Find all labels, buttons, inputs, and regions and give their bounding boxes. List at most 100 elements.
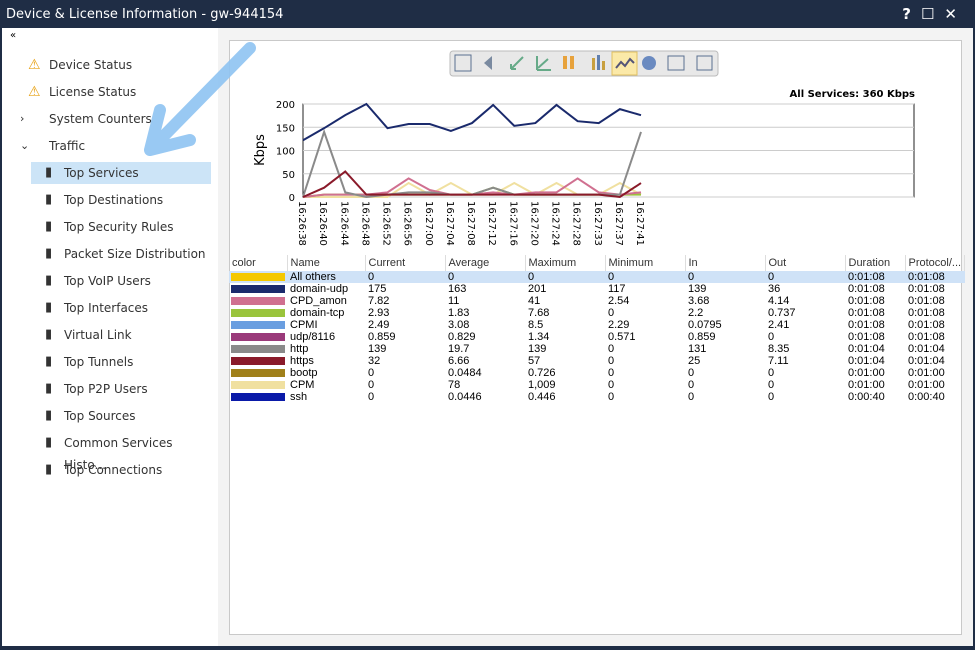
table-cell: 0:01:08 <box>848 283 885 295</box>
table-cell: 36 <box>768 283 781 295</box>
nav-item[interactable]: ▮ Packet Size Distribution <box>31 243 211 265</box>
table-row[interactable]: All others 0 0 0 0 0 0 0:01:08 0:01:08 <box>229 271 965 283</box>
table-cell: https <box>290 355 314 367</box>
table-cell: 0:01:08 <box>908 307 945 319</box>
nav-item[interactable]: ⚠ License Status <box>16 81 211 103</box>
table-cell: 0 <box>768 367 775 379</box>
column-header: Minimum <box>605 255 686 271</box>
nav-icon: ▮ <box>45 246 53 261</box>
color-swatch <box>231 309 285 317</box>
table-cell: 2.41 <box>768 319 790 331</box>
nav-icon: ▮ <box>45 165 53 180</box>
table-cell: 139 <box>688 283 707 295</box>
color-cell <box>229 307 287 319</box>
nav-label: Top Destinations <box>64 193 164 207</box>
collapse[interactable]: « <box>10 30 17 41</box>
table-cell: 2.29 <box>608 319 630 331</box>
table-row[interactable]: https 32 6.66 57 0 25 7.11 0:01:04 0:01:04 <box>229 355 965 367</box>
table-cell: 0 <box>365 271 445 283</box>
table-cell: domain-udp <box>290 283 349 295</box>
x-tick-label: 16:27:08 <box>465 201 476 246</box>
y-tick-label: 50 <box>282 170 295 181</box>
table-cell: 0:00:40 <box>848 391 885 403</box>
nav-item[interactable]: › System Counters <box>16 108 211 130</box>
nav-item[interactable]: ▮ Top Connections <box>31 459 211 481</box>
nav-item[interactable]: ▮ Top Sources <box>31 405 211 427</box>
color-swatch <box>231 297 285 305</box>
window-title: Device & License Information - gw-944154 <box>6 7 284 22</box>
y-tick-label: 0 <box>289 193 295 204</box>
nav-item[interactable]: ▮ Top Destinations <box>31 189 211 211</box>
table-cell: 2.49 <box>368 319 390 331</box>
x-tick-label: 16:27:24 <box>550 201 561 246</box>
nav-item[interactable]: ▮ Top Interfaces <box>31 297 211 319</box>
table-cell: 139 <box>368 343 387 355</box>
nav-item[interactable]: ⚠ Device Status <box>16 54 211 76</box>
x-tick-label: 16:26:48 <box>359 201 370 246</box>
table-cell: 1.83 <box>448 307 470 319</box>
x-tick-label: 16:27:37 <box>613 201 624 246</box>
nav-icon: ▮ <box>45 327 53 342</box>
x-tick-label: 16:26:38 <box>296 201 307 246</box>
nav-label: Top Services <box>64 166 139 180</box>
table-row[interactable]: udp/8116 0.859 0.829 1.34 0.571 0.859 0 0:01:08… <box>229 331 965 343</box>
nav-icon: › <box>20 112 25 125</box>
nav-item[interactable]: ▮ Top P2P Users <box>31 378 211 400</box>
nav-item[interactable]: ⌄ Traffic <box>16 135 211 157</box>
table-row[interactable]: domain-tcp 2.93 1.83 7.68 0 2.2 0.737 0:01:08 0:… <box>229 307 965 319</box>
table-row[interactable]: http 139 19.7 139 0 131 8.35 0:01:04 0:01:04 <box>229 343 965 355</box>
table-cell: 78 <box>448 379 461 391</box>
table-cell: 0.737 <box>768 307 796 319</box>
y-tick-label: 100 <box>276 147 295 158</box>
nav-item[interactable]: ▮ Top Services <box>31 162 211 184</box>
x-tick-label: 16:27:20 <box>528 201 539 246</box>
nav-item[interactable]: ▮ Top Tunnels <box>31 351 211 373</box>
column-header: Average <box>445 255 526 271</box>
nav-label: Traffic <box>49 139 86 153</box>
toolbar-icons[interactable] <box>454 51 713 76</box>
table-cell: 0.446 <box>528 391 556 403</box>
table-cell: bootp <box>290 367 318 379</box>
table-cell: 7.68 <box>528 307 550 319</box>
table-cell: 0:01:08 <box>908 283 945 295</box>
nav-item[interactable]: ▮ Common Services Histo... <box>31 432 211 472</box>
color-swatch <box>231 321 285 329</box>
table-cell: 0:01:00 <box>848 367 885 379</box>
x-tick-label: 16:27:00 <box>423 201 434 246</box>
window-controls[interactable]: ?☐✕ <box>902 5 967 23</box>
table-cell: 0 <box>768 331 775 343</box>
x-tick-label: 16:27:28 <box>571 201 582 246</box>
x-tick-label: 16:27:33 <box>592 201 603 246</box>
table-cell: 2.2 <box>688 307 704 319</box>
table-row[interactable]: CPD_amon 7.82 11 41 2.54 3.68 4.14 0:01:08 0:01:… <box>229 295 965 307</box>
table-cell: 0 <box>368 379 375 391</box>
table-cell: 0 <box>768 379 775 391</box>
nav-item[interactable]: ▮ Top VoIP Users <box>31 270 211 292</box>
data-table: color Name Current Average Maximum Minimum In O… <box>229 255 966 403</box>
nav-icon: ▮ <box>45 192 53 207</box>
table-cell: 0 <box>768 391 775 403</box>
table-row[interactable]: CPMI 2.49 3.08 8.5 2.29 0.0795 2.41 0:01:08 0:01… <box>229 319 965 331</box>
table-cell: udp/8116 <box>290 331 336 343</box>
color-swatch <box>231 273 285 281</box>
nav-icon: ⌄ <box>20 139 30 152</box>
color-cell <box>229 283 287 295</box>
splitter <box>218 28 228 646</box>
table-row[interactable]: ssh 0 0.0446 0.446 0 0 0 0:00:40 0:00:40 <box>229 391 965 403</box>
table-cell: 19.7 <box>448 343 470 355</box>
table-row[interactable]: domain-udp 175 163 201 117 139 36 0:01:08 0:01:0… <box>229 283 965 295</box>
nav-item[interactable]: ▮ Virtual Link <box>31 324 211 346</box>
table-cell: 6.66 <box>448 355 470 367</box>
table-cell: 0.0446 <box>448 391 482 403</box>
table-cell: 25 <box>688 355 701 367</box>
table-row[interactable]: CPM 0 78 1,009 0 0 0 0:01:00 0:01:00 <box>229 379 965 391</box>
series-line <box>302 102 642 142</box>
table-cell: 0:00:40 <box>908 391 945 403</box>
nav-item[interactable]: ▮ Top Security Rules <box>31 216 211 238</box>
table-cell: 1.34 <box>528 331 550 343</box>
color-swatch <box>231 357 285 365</box>
table-row[interactable]: bootp 0 0.0484 0.726 0 0 0 0:01:00 0:01:00 <box>229 367 965 379</box>
table-cell: 3.68 <box>688 295 710 307</box>
table-cell: 0 <box>525 271 605 283</box>
